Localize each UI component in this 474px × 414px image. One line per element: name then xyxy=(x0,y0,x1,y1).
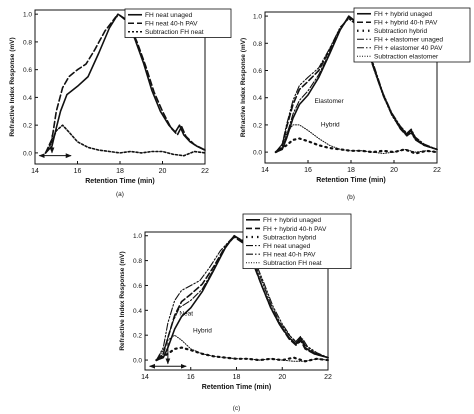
legend-label: FH neat 40-h PAV xyxy=(145,21,198,28)
x-tick-label: 14 xyxy=(31,168,39,175)
y-axis-label: Refractive Index Response (mV) xyxy=(119,251,126,350)
annotation-label: Elastomer xyxy=(314,98,344,105)
chart-panel-0: 14 16 18 20 22 0.0 0.2 0.4 0.6 0.8 1.0 Retention Ti… xyxy=(9,8,232,198)
x-tick-label: 20 xyxy=(159,168,167,175)
x-tick-label: 22 xyxy=(433,167,441,174)
legend-label: FH + hybrid unaged xyxy=(374,11,432,18)
y-tick-label: 0.2 xyxy=(253,122,262,129)
legend-label: FH neat 40-h PAV xyxy=(263,252,316,259)
panel-caption: (c) xyxy=(233,405,241,412)
y-tick-label: 1.0 xyxy=(133,233,142,240)
x-tick-label: 16 xyxy=(74,168,82,175)
annotation-label: Hybrid xyxy=(321,121,340,128)
y-tick-label: 0.0 xyxy=(133,358,142,365)
y-tick-label: 0.0 xyxy=(23,150,32,157)
panel-caption: (a) xyxy=(116,191,124,198)
y-axis-label: Refractive Index Response (mV) xyxy=(9,37,16,136)
y-tick-label: 0.4 xyxy=(253,95,262,102)
y-tick-label: 0.0 xyxy=(253,150,262,157)
x-tick-label: 20 xyxy=(390,167,398,174)
series-line-5 xyxy=(275,124,438,154)
x-axis-label: Retention Time (min) xyxy=(202,384,271,391)
legend-label: FH + hybrid 40-h PAV xyxy=(263,226,327,233)
y-tick-label: 0.6 xyxy=(23,67,32,74)
legend-label: FH neat unaged xyxy=(263,243,311,250)
x-axis-label: Retention Time (min) xyxy=(85,178,154,185)
y-tick-label: 0.4 xyxy=(23,95,32,102)
x-tick-label: 20 xyxy=(278,374,286,381)
x-tick-label: 18 xyxy=(116,168,124,175)
legend-label: FH + hybrid unaged xyxy=(263,217,321,224)
y-tick-label: 0.8 xyxy=(23,39,32,46)
series-line-1 xyxy=(155,236,329,361)
legend-box xyxy=(124,8,232,38)
chart-panel-1: 14 16 18 20 22 0.0 0.2 0.4 0.6 0.8 1.0 Retention Ti… xyxy=(240,7,471,201)
chart-panel-2: 14 16 18 20 22 0.0 0.2 0.4 0.6 0.8 1.0 Retention Ti… xyxy=(119,213,352,412)
series-line-4 xyxy=(155,236,329,361)
legend-label: FH neat unaged xyxy=(145,12,193,19)
y-tick-label: 1.0 xyxy=(23,12,32,19)
x-tick-label: 18 xyxy=(347,167,355,174)
legend-label: FH + elastomer unaged xyxy=(374,37,443,44)
legend: FH neat unaged FH neat 40-h PAVSubtractio… xyxy=(124,8,232,38)
y-tick-label: 0.8 xyxy=(253,41,262,48)
y-tick-label: 0.4 xyxy=(133,308,142,315)
annotation-label: Hybrid xyxy=(193,328,212,335)
annotation-label: Neat xyxy=(179,310,193,317)
x-tick-label: 16 xyxy=(304,167,312,174)
panel-caption: (b) xyxy=(347,194,355,201)
x-tick-label: 18 xyxy=(233,374,241,381)
series-line-1 xyxy=(44,14,206,154)
x-tick-label: 14 xyxy=(261,167,269,174)
y-tick-label: 1.0 xyxy=(253,14,262,21)
series-line-5 xyxy=(155,334,329,362)
x-tick-label: 22 xyxy=(201,168,209,175)
legend-label: Subtraction elastomer xyxy=(374,54,439,61)
y-tick-label: 0.6 xyxy=(133,283,142,290)
legend-label: Subtraction FH neat xyxy=(263,260,322,267)
legend-label: Subtraction FH neat xyxy=(145,29,204,36)
legend-label: FH + hybrid 40-h PAV xyxy=(374,20,438,27)
y-tick-label: 0.2 xyxy=(133,333,142,340)
legend-label: Subtraction hybrid xyxy=(263,234,316,241)
legend-box xyxy=(242,213,352,269)
series-line-2 xyxy=(44,124,206,157)
legend-label: Subtraction hybrid xyxy=(374,28,427,35)
legend-label: FH + elastomer 40 PAV xyxy=(374,45,443,52)
y-tick-label: 0.6 xyxy=(253,68,262,75)
legend-box xyxy=(353,7,471,63)
y-tick-label: 0.2 xyxy=(23,123,32,130)
y-tick-label: 0.8 xyxy=(133,258,142,265)
x-tick-label: 14 xyxy=(141,374,149,381)
x-tick-label: 16 xyxy=(187,374,195,381)
x-tick-label: 22 xyxy=(324,374,332,381)
y-axis-label: Refractive Index Response (mV) xyxy=(240,38,247,137)
x-axis-label: Retention Time (min) xyxy=(316,177,385,184)
